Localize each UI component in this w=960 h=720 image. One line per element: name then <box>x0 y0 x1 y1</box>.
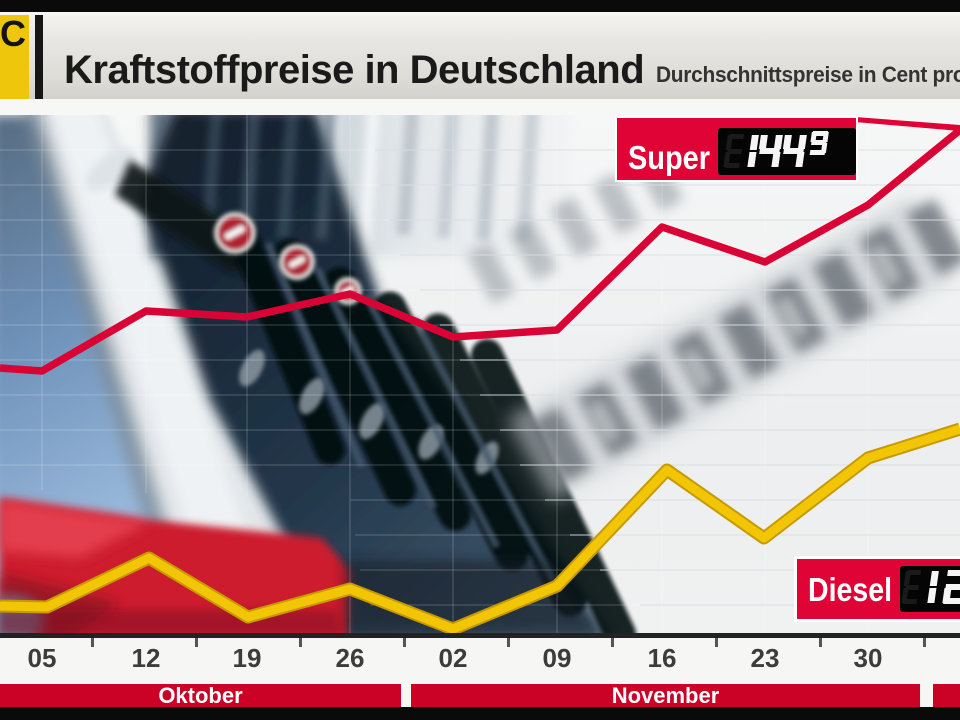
svg-text:Super: Super <box>628 139 710 176</box>
svg-text:Diesel: Diesel <box>808 571 892 608</box>
